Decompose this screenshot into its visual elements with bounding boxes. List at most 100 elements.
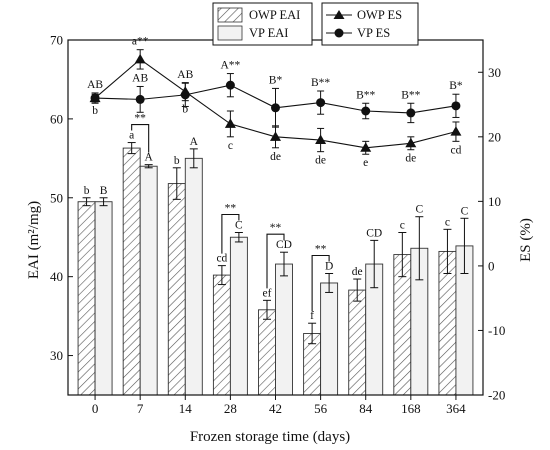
chart-layer-bars xyxy=(77,147,474,396)
bar-label-owp-eai-7: c xyxy=(400,219,405,231)
y-left-tick-label-1: 40 xyxy=(50,269,63,284)
bar-owp-eai-0 xyxy=(77,201,96,396)
point-label-owp-es-4: de xyxy=(270,151,281,163)
bar-owp-eai-1 xyxy=(122,147,141,396)
point-label-vp-es-4: B* xyxy=(269,74,283,86)
point-label-vp-es-3: A** xyxy=(220,60,240,72)
bar-owp-eai-2 xyxy=(167,183,186,396)
left-axis: 30 40 50 60 70 xyxy=(50,33,73,363)
point-label-vp-es-5: B** xyxy=(311,77,330,89)
point-vp-es-6 xyxy=(361,106,371,116)
bar-vp-eai-0 xyxy=(94,201,113,396)
chart-layer-brackets xyxy=(131,124,330,312)
point-label-vp-es-7: B** xyxy=(401,89,420,101)
legend-label-owp-eai: OWP EAI xyxy=(249,8,300,22)
x-tick-label-8: 364 xyxy=(446,401,466,416)
bar-label-vp-eai-2: A xyxy=(190,136,199,148)
point-label-owp-es-5: de xyxy=(315,155,326,167)
significance-bracket-0 xyxy=(131,124,150,153)
significance-bracket-label-1: ** xyxy=(225,202,237,214)
legend-marker-owp-es xyxy=(333,10,345,19)
bar-label-vp-eai-1: A xyxy=(145,152,154,164)
x-tick-label-1: 7 xyxy=(137,401,144,416)
point-label-vp-es-2: AB xyxy=(177,69,193,81)
significance-bracket-label-0: ** xyxy=(134,113,146,125)
legend: OWP EAI VP EAI OWP ES VP ES xyxy=(212,2,419,46)
y-axis-left-title: EAI (m²/mg) xyxy=(26,201,42,279)
bar-label-owp-eai-3: cd xyxy=(216,253,227,265)
x-tick-label-7: 168 xyxy=(401,401,421,416)
bar-owp-eai-4 xyxy=(258,309,276,396)
y-right-tick-label-3: 10 xyxy=(488,194,501,209)
x-axis-title: Frozen storage time (days) xyxy=(190,429,350,445)
bar-label-owp-eai-6: de xyxy=(352,266,363,278)
point-label-vp-es-6: B** xyxy=(356,89,375,101)
bar-label-owp-eai-1: a xyxy=(129,130,134,142)
point-vp-es-8 xyxy=(451,101,461,111)
bar-label-vp-eai-3: C xyxy=(235,219,243,231)
bar-label-owp-eai-5: f xyxy=(310,310,314,322)
significance-bracket-label-2: ** xyxy=(270,222,282,234)
y-left-tick-label-0: 30 xyxy=(50,348,63,363)
x-tick-label-5: 56 xyxy=(314,401,328,416)
point-vp-es-1 xyxy=(135,94,145,104)
legend-label-owp-es: OWP ES xyxy=(357,8,402,22)
y-left-tick-label-4: 70 xyxy=(50,33,63,48)
y-right-tick-label-4: 20 xyxy=(488,129,501,144)
x-axis: 0 7 14 28 42 56 84 168 364 xyxy=(92,395,466,416)
y-right-tick-label-0: -20 xyxy=(488,388,505,403)
point-owp-es-7 xyxy=(405,137,417,148)
point-owp-es-8 xyxy=(450,126,462,136)
point-owp-es-1 xyxy=(134,53,146,64)
bar-vp-eai-5 xyxy=(320,282,339,396)
legend-box-right xyxy=(321,2,419,46)
bar-owp-eai-3 xyxy=(212,274,231,396)
legend-swatch-owp-eai xyxy=(217,7,243,23)
right-axis: -20 -10 0 10 20 30 xyxy=(478,65,505,403)
point-vp-es-7 xyxy=(406,108,416,118)
bar-label-owp-eai-2: b xyxy=(174,155,180,167)
chart-layer-errors xyxy=(82,142,469,345)
point-vp-es-3 xyxy=(225,80,235,90)
y-right-tick-label-5: 30 xyxy=(488,65,501,80)
bar-label-owp-eai-8: c xyxy=(445,216,450,228)
point-vp-es-5 xyxy=(316,98,326,108)
point-vp-es-4 xyxy=(271,103,280,113)
point-label-owp-es-3: c xyxy=(228,140,233,152)
bar-label-owp-eai-4: ef xyxy=(263,287,272,299)
bar-owp-eai-6 xyxy=(348,289,367,396)
point-label-vp-es-8: B* xyxy=(449,80,463,92)
point-label-owp-es-7: de xyxy=(405,153,416,165)
bar-label-vp-eai-4: CD xyxy=(276,239,292,251)
bar-label-vp-eai-7: C xyxy=(415,204,423,216)
point-vp-es-2 xyxy=(180,90,190,100)
y-right-tick-label-2: 0 xyxy=(488,258,495,273)
x-tick-label-2: 14 xyxy=(179,401,193,416)
legend-label-vp-eai: VP EAI xyxy=(249,26,288,40)
legend-swatch-vp-eai xyxy=(217,25,243,41)
bar-vp-eai-4 xyxy=(275,263,293,396)
bar-label-vp-eai-8: C xyxy=(461,205,469,217)
point-owp-es-5 xyxy=(315,134,327,145)
x-tick-label-3: 28 xyxy=(224,401,237,416)
y-left-tick-label-3: 60 xyxy=(50,111,63,126)
bar-vp-eai-2 xyxy=(184,157,203,396)
x-tick-label-6: 84 xyxy=(359,401,373,416)
y-left-tick-label-2: 50 xyxy=(50,190,63,205)
chart-layer-lines xyxy=(89,49,462,155)
bar-label-vp-eai-0: B xyxy=(100,185,108,197)
point-owp-es-3 xyxy=(224,118,236,128)
significance-bracket-label-3: ** xyxy=(315,244,327,256)
x-tick-label-0: 0 xyxy=(92,401,99,416)
point-vp-es-0 xyxy=(90,93,100,103)
y-axis-right-title: ES (%) xyxy=(518,218,534,262)
bar-label-owp-eai-0: b xyxy=(84,185,90,197)
point-label-owp-es-2: b xyxy=(182,104,188,116)
point-label-vp-es-1: AB xyxy=(132,72,148,84)
point-label-owp-es-1: a** xyxy=(132,36,149,48)
legend-marker-vp-es xyxy=(334,28,344,38)
significance-bracket-3 xyxy=(311,254,330,312)
bar-vp-eai-3 xyxy=(229,236,248,396)
y-right-tick-label-1: -10 xyxy=(488,323,505,338)
